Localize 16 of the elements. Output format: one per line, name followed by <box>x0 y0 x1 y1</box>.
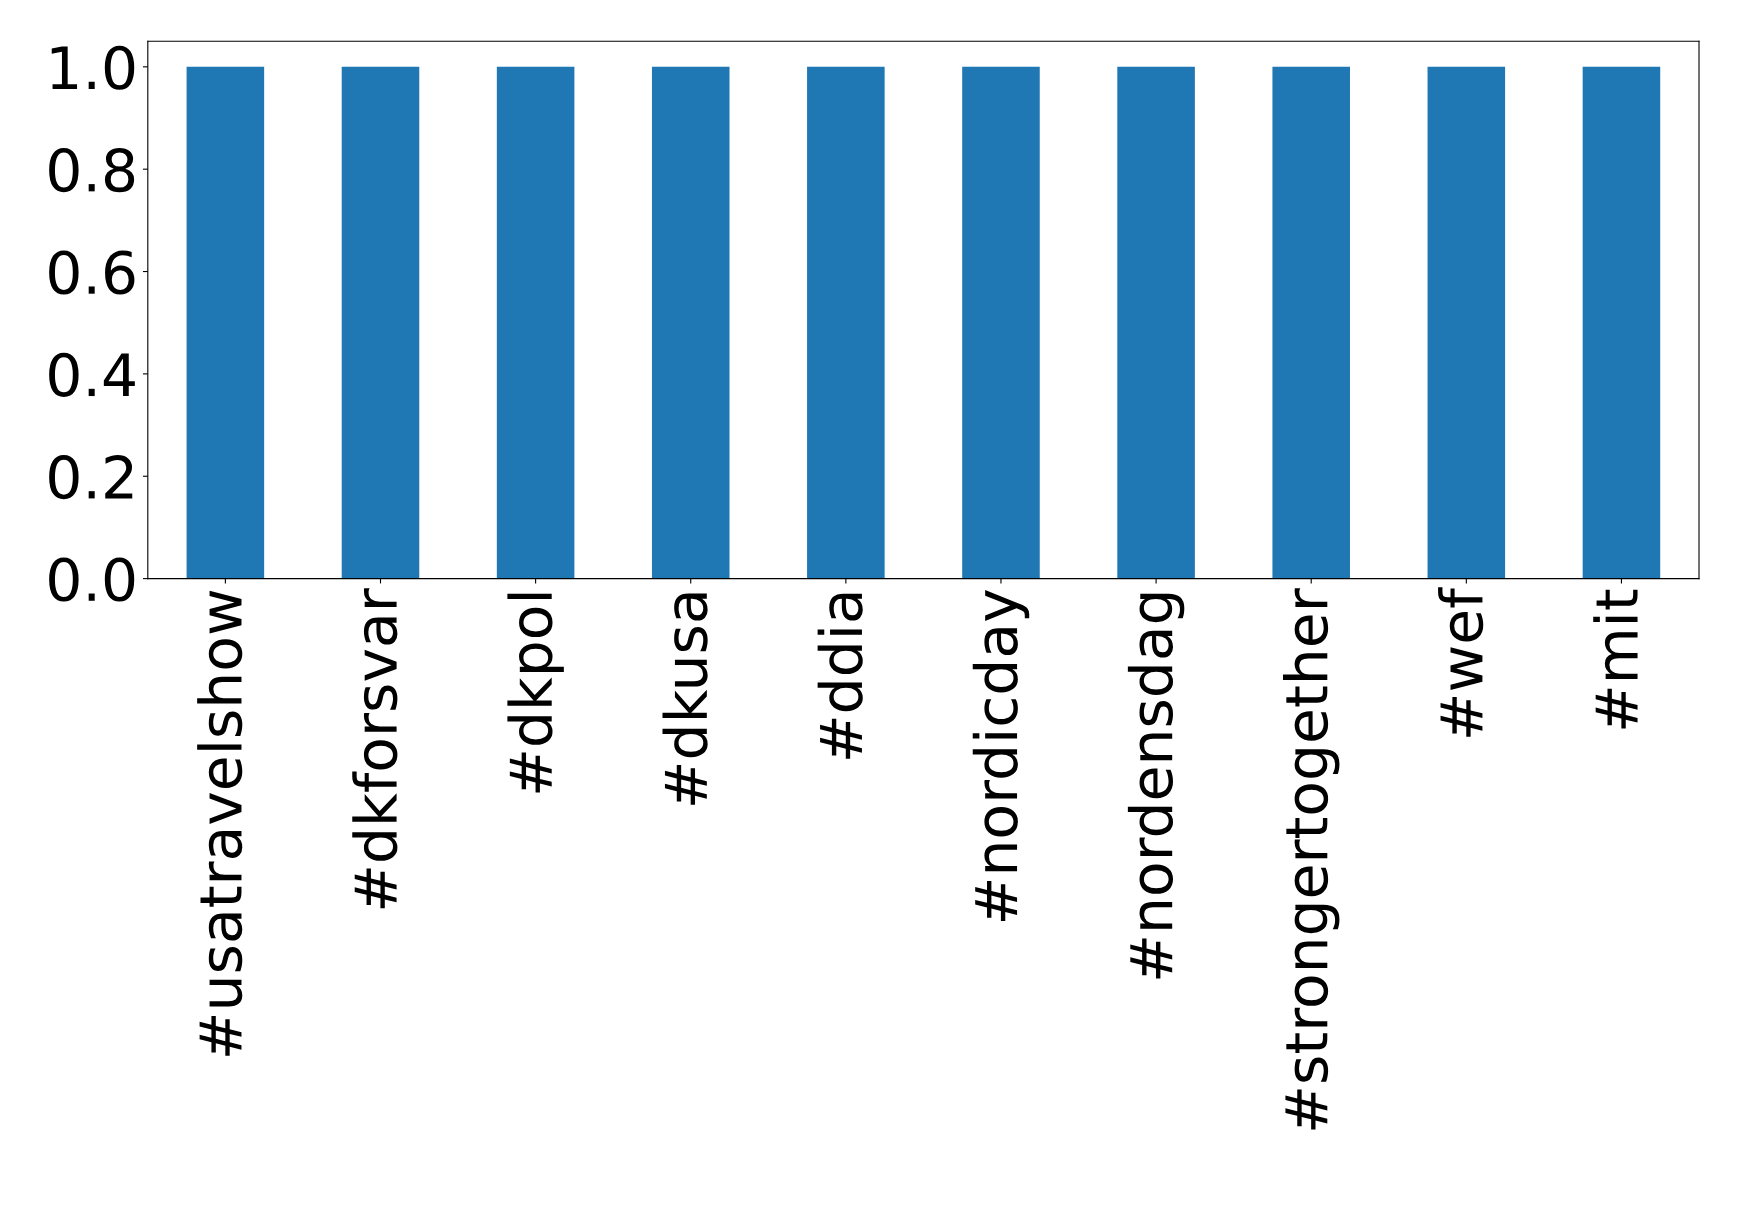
x-tick-label: #wef <box>1438 587 1484 737</box>
x-tick-label: #nordicday <box>972 590 1030 921</box>
x-tick-label: #dkpol <box>507 593 564 793</box>
y-tick-label: 0.8 <box>49 148 135 193</box>
y-tick-label: 0.0 <box>49 557 135 602</box>
x-tick-label: #dkforsvar <box>352 588 398 909</box>
y-tick-label: 0.4 <box>49 352 135 397</box>
y-tick-label: 1.0 <box>51 45 135 90</box>
x-tick-label: #nordensdag <box>1127 593 1185 979</box>
x-tick-label: #ddia <box>817 593 863 759</box>
x-tick-label: #dkusa <box>662 593 708 805</box>
y-tick-label: 0.6 <box>49 250 135 295</box>
x-tick-label: #usatravelshow <box>197 590 243 1056</box>
y-tick-label: 0.2 <box>49 455 133 500</box>
x-tick-label: #mit <box>1593 589 1638 729</box>
x-tick-label: #strongertogether <box>1282 588 1340 1130</box>
